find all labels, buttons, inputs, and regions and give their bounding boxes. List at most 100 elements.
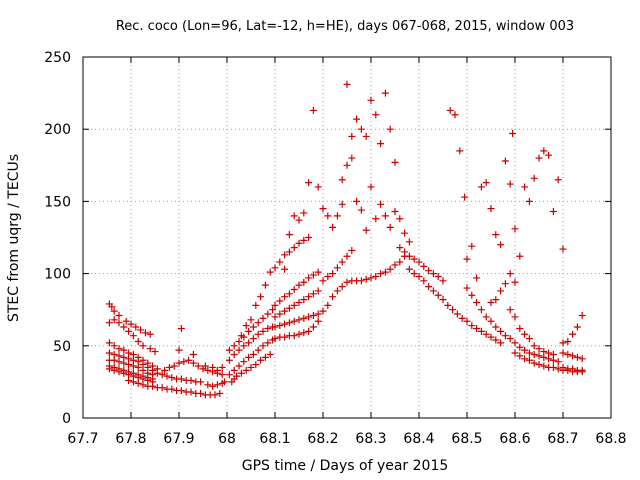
tick-labels: 67.7 67.8 67.9 68 68.1 68.2 68.3 68.4 68.5 68.6 68… — [44, 50, 626, 447]
data-point — [281, 320, 289, 328]
data-point — [209, 363, 217, 371]
data-point — [405, 265, 413, 273]
data-point — [295, 239, 303, 247]
plot-frame — [82, 56, 612, 419]
data-point — [295, 216, 303, 224]
data-point — [343, 278, 351, 286]
data-point — [415, 272, 423, 280]
data-point — [497, 241, 505, 249]
data-point — [245, 339, 253, 347]
data-point — [221, 378, 229, 386]
data-point — [377, 140, 385, 148]
data-point — [559, 339, 567, 347]
data-point — [233, 372, 241, 380]
data-point — [266, 350, 274, 358]
data-point — [309, 271, 317, 279]
data-point — [180, 358, 188, 366]
data-point — [434, 291, 442, 299]
data-point — [230, 366, 238, 374]
data-point — [559, 363, 567, 371]
data-point — [429, 270, 437, 278]
data-point — [218, 363, 226, 371]
data-point — [449, 306, 457, 314]
x-tick-label: 67.9 — [163, 431, 194, 447]
data-point — [165, 363, 173, 371]
data-point — [242, 322, 250, 330]
data-point — [305, 274, 313, 282]
data-point — [578, 311, 586, 319]
data-point — [516, 324, 524, 332]
x-tick-label: 68.2 — [307, 431, 338, 447]
data-point — [189, 359, 197, 367]
data-point — [511, 225, 519, 233]
data-point — [125, 327, 133, 335]
data-point — [271, 313, 279, 321]
data-point — [456, 147, 464, 155]
data-point — [324, 212, 332, 220]
data-point — [120, 369, 128, 377]
data-point — [348, 132, 356, 140]
data-point — [271, 335, 279, 343]
data-point — [540, 147, 548, 155]
data-point — [578, 355, 586, 363]
data-point — [153, 369, 161, 377]
data-point — [381, 89, 389, 97]
data-point — [264, 324, 272, 332]
data-point — [259, 327, 267, 335]
data-point — [559, 245, 567, 253]
data-point — [110, 316, 118, 324]
data-point — [362, 275, 370, 283]
data-point — [110, 342, 118, 350]
data-point — [127, 320, 135, 328]
data-point — [415, 258, 423, 266]
data-point — [281, 265, 289, 273]
data-point — [396, 215, 404, 223]
data-point — [377, 200, 385, 208]
data-point — [429, 287, 437, 295]
data-point — [129, 362, 137, 370]
x-tick-label: 68.4 — [403, 431, 434, 447]
data-point — [247, 363, 255, 371]
data-point — [545, 349, 553, 357]
data-point — [161, 366, 169, 374]
data-point — [554, 176, 562, 184]
data-point — [357, 206, 365, 214]
data-point — [257, 293, 265, 301]
data-point — [110, 366, 118, 374]
y-axis-label: STEC from uqrg / TECUs — [6, 154, 22, 322]
chart-title: Rec. coco (Lon=96, Lat=-12, h=HE), days … — [116, 19, 574, 34]
data-point — [487, 317, 495, 325]
data-point — [120, 359, 128, 367]
data-point — [372, 111, 380, 119]
data-point — [511, 278, 519, 286]
data-point — [333, 287, 341, 295]
data-point — [348, 246, 356, 254]
data-point — [105, 319, 113, 327]
data-point — [463, 317, 471, 325]
data-point — [146, 345, 154, 353]
data-point — [439, 296, 447, 304]
data-point — [516, 343, 524, 351]
data-point — [197, 378, 205, 386]
data-point — [211, 391, 219, 399]
data-point — [249, 323, 257, 331]
data-point — [309, 290, 317, 298]
data-point — [120, 323, 128, 331]
data-point — [209, 382, 217, 390]
data-point — [305, 327, 313, 335]
x-tick-label: 68.7 — [547, 431, 578, 447]
grid — [83, 57, 611, 418]
x-tick-label: 67.7 — [67, 431, 98, 447]
data-point — [381, 268, 389, 276]
data-point — [509, 130, 517, 138]
data-point — [564, 337, 572, 345]
data-point — [357, 277, 365, 285]
data-point — [290, 212, 298, 220]
data-point — [396, 244, 404, 252]
data-point — [463, 284, 471, 292]
data-point — [501, 280, 509, 288]
data-point — [115, 368, 123, 376]
data-point — [137, 326, 145, 334]
data-point — [300, 278, 308, 286]
data-point — [285, 248, 293, 256]
